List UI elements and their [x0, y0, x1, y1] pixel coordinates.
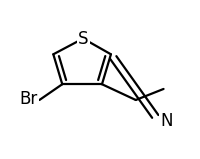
Text: S: S [78, 30, 88, 48]
Text: N: N [160, 112, 173, 130]
Text: Br: Br [19, 90, 38, 108]
